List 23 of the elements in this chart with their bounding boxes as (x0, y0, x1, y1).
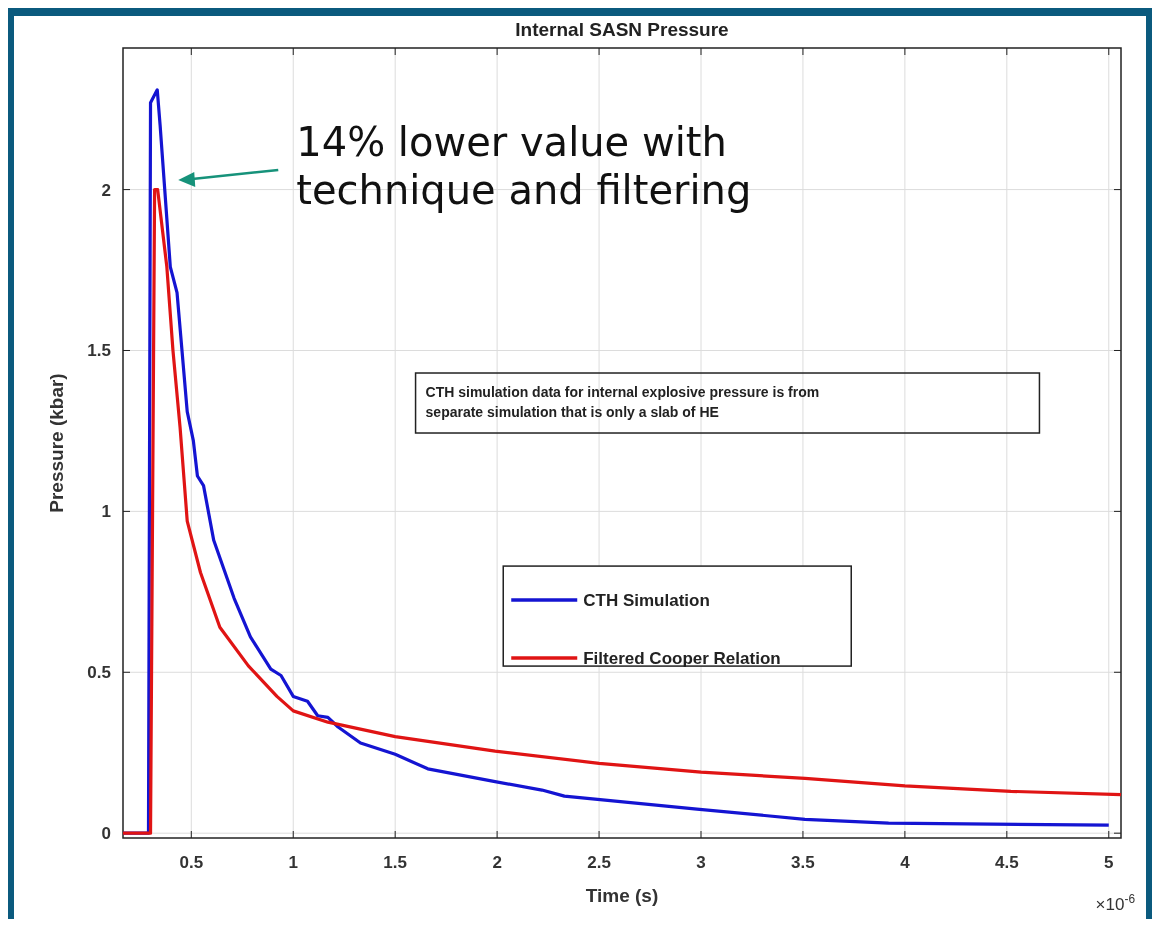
x-tick-label: 4 (900, 853, 911, 872)
y-tick-label: 2 (101, 180, 111, 200)
y-tick-label: 0 (101, 824, 111, 844)
x-tick-label: 5 (1104, 853, 1114, 872)
x-tick-label: 2.5 (587, 853, 611, 872)
y-axis-title: Pressure (kbar) (46, 373, 67, 513)
x-tick-label: 0.5 (179, 853, 204, 872)
x-tick-label: 3.5 (791, 853, 815, 872)
x-tick-label: 3 (696, 853, 706, 872)
y-tick-label: 1 (101, 502, 111, 522)
annotation: 14% lower value with technique and filtering (296, 118, 752, 213)
annotation: CTH simulation data for internal explosive pressure is from separate simulation that is only a slab of HE (425, 384, 820, 421)
legend-label: Filtered Cooper Relation (583, 649, 781, 669)
x-axis-title: Time (s) (585, 885, 659, 906)
chart-title: Internal SASN Pressure (515, 19, 729, 40)
x-tick-label: 1.5 (383, 853, 407, 872)
text: ×10$^{-6}$ (1095, 892, 1136, 914)
legend-label: CTH Simulation (583, 591, 710, 611)
y-tick-label: 1.5 (87, 341, 111, 361)
x-tick-label: 1 (288, 853, 298, 872)
y-tick-label: 0.5 (87, 663, 111, 683)
x-tick-label: 2 (492, 853, 502, 872)
x-tick-label: 4.5 (995, 853, 1019, 872)
